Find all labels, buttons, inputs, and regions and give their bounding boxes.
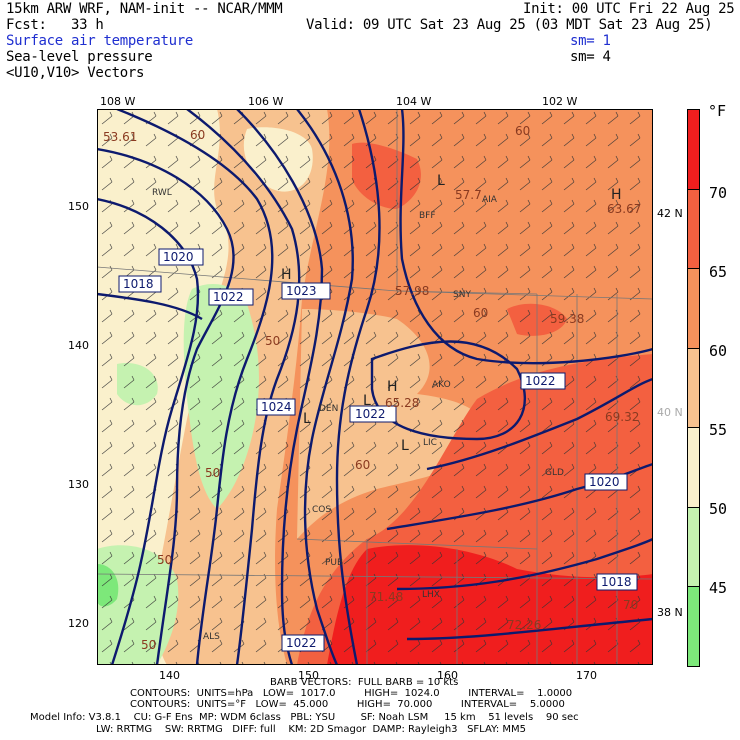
field-pressure: Sea-level pressure — [6, 49, 153, 65]
model-info: Model Info: V3.8.1 CU: G-F Ens MP: WDM 6… — [30, 712, 579, 723]
field-temperature: Surface air temperature — [6, 33, 193, 49]
temp-label: 60 — [473, 306, 488, 320]
temp-label: 50 — [205, 466, 220, 480]
color-legend-bar — [687, 109, 700, 667]
axis-right-label: 42 N — [657, 207, 683, 220]
pressure-label: 1020 — [589, 475, 620, 489]
model-title: 15km ARW WRF, NAM-init -- NCAR/MMM — [6, 1, 283, 17]
axis-left-label: 120 — [68, 617, 89, 630]
axis-top-label: 106 W — [248, 95, 284, 108]
temp-label: 50 — [265, 334, 280, 348]
init-time: Init: 00 UTC Fri 22 Aug 25 — [523, 1, 735, 17]
axis-left-label: 140 — [68, 339, 89, 352]
axis-bottom-label: 170 — [576, 669, 597, 682]
model-info-physics: LW: RRTMG SW: RRTMG DIFF: full KM: 2D Sm… — [96, 724, 526, 735]
field-pressure-smoothing: sm= 4 — [570, 49, 611, 65]
barb-note: BARB VECTORS: FULL BARB = 10 kts — [270, 677, 459, 688]
temperature-labels: 53.61 60 57.7 63.67 57.98 60 59.38 65.28… — [103, 124, 641, 652]
axis-left-label: 130 — [68, 478, 89, 491]
legend-label: 70 — [709, 184, 728, 202]
station-label: LIC — [423, 438, 437, 448]
temp-label: 57.98 — [395, 284, 429, 298]
axis-top-label: 102 W — [542, 95, 578, 108]
pressure-label: 1020 — [163, 250, 194, 264]
temp-label: 50 — [141, 638, 156, 652]
pressure-label: 1023 — [286, 284, 317, 298]
station-label: BFF — [419, 211, 436, 221]
pressure-labels: 1020 1018 1022 1023 1024 1022 1022 1020 … — [118, 248, 638, 652]
legend-swatch — [688, 507, 699, 588]
pressure-centers: H L L H L L H — [281, 173, 622, 454]
station-label: COS — [312, 505, 331, 515]
pressure-label: 1022 — [286, 636, 317, 650]
high-marker: H — [611, 187, 622, 203]
legend-swatch — [688, 587, 699, 667]
high-marker: H — [281, 267, 292, 283]
valid-time: Valid: 09 UTC Sat 23 Aug 25 (03 MDT Sat … — [306, 17, 713, 33]
station-label: SNY — [453, 290, 471, 300]
station-label: AKO — [432, 380, 451, 390]
pressure-label: 1018 — [601, 575, 632, 589]
map-frame — [97, 109, 653, 665]
low-marker: L — [401, 438, 409, 454]
low-marker: L — [363, 393, 371, 409]
temp-label: 60 — [190, 128, 205, 142]
axis-top-label: 108 W — [100, 95, 136, 108]
legend-label: 60 — [709, 342, 728, 360]
station-label: LHX — [422, 590, 440, 600]
temp-label: 60 — [355, 458, 370, 472]
axis-right-label: 40 N — [657, 406, 683, 419]
temp-label: 65.28 — [385, 396, 419, 410]
pressure-label: 1022 — [355, 407, 386, 421]
temp-label: 60 — [515, 124, 530, 138]
pressure-label: 1022 — [213, 290, 244, 304]
field-vectors: <U10,V10> Vectors — [6, 65, 145, 81]
legend-swatch — [688, 110, 699, 190]
temp-label: 63.67 — [607, 202, 641, 216]
forecast-map: 1020 1018 1022 1023 1024 1022 1022 1020 … — [97, 109, 653, 665]
station-label: RWL — [152, 188, 172, 198]
pressure-contours — [97, 109, 653, 665]
station-labels: RWL BFF AIA SNY AKO DEN LIC GLD COS PUB … — [152, 188, 564, 642]
pressure-label: 1022 — [525, 374, 556, 388]
temp-label: 72.26 — [507, 618, 541, 632]
legend-label: 55 — [709, 421, 728, 439]
temp-label: 59.38 — [550, 312, 584, 326]
temp-label: 69.32 — [605, 410, 639, 424]
station-label: ALS — [203, 632, 220, 642]
low-marker: L — [437, 173, 445, 189]
temp-label: 53.61 — [103, 130, 137, 144]
forecast-hour: Fcst: 33 h — [6, 17, 104, 33]
pressure-label: 1024 — [261, 400, 292, 414]
legend-swatch — [688, 428, 699, 508]
low-marker: L — [303, 411, 311, 427]
contour-note-temperature: CONTOURS: UNITS=°F LOW= 45.000 HIGH= 70.… — [130, 699, 565, 710]
contour-note-pressure: CONTOURS: UNITS=hPa LOW= 1017.0 HIGH= 10… — [130, 688, 573, 699]
pressure-label: 1018 — [123, 277, 154, 291]
legend-swatch — [688, 189, 699, 270]
axis-bottom-label: 150 — [298, 669, 319, 682]
axis-left-label: 150 — [68, 200, 89, 213]
station-label: GLD — [545, 468, 564, 478]
legend-label: 50 — [709, 500, 728, 518]
station-label: PUB — [325, 558, 343, 568]
station-label: AIA — [482, 195, 498, 205]
axis-right-label: 38 N — [657, 606, 683, 619]
legend-swatch — [688, 269, 699, 349]
high-marker: H — [387, 379, 398, 395]
station-label: DEN — [319, 404, 338, 414]
temp-label: 57.7 — [455, 188, 482, 202]
field-temperature-smoothing: sm= 1 — [570, 33, 611, 49]
temp-label: 50 — [157, 553, 172, 567]
wind-vectors — [97, 109, 653, 665]
axis-top-label: 104 W — [396, 95, 432, 108]
legend-label: 45 — [709, 579, 728, 597]
axis-bottom-label: 160 — [437, 669, 458, 682]
legend-label: 65 — [709, 263, 728, 281]
legend-swatch — [688, 348, 699, 429]
temp-label: 71.48 — [369, 590, 403, 604]
axis-bottom-label: 140 — [159, 669, 180, 682]
legend-unit: °F — [708, 102, 727, 120]
temp-label: 70 — [623, 598, 638, 612]
